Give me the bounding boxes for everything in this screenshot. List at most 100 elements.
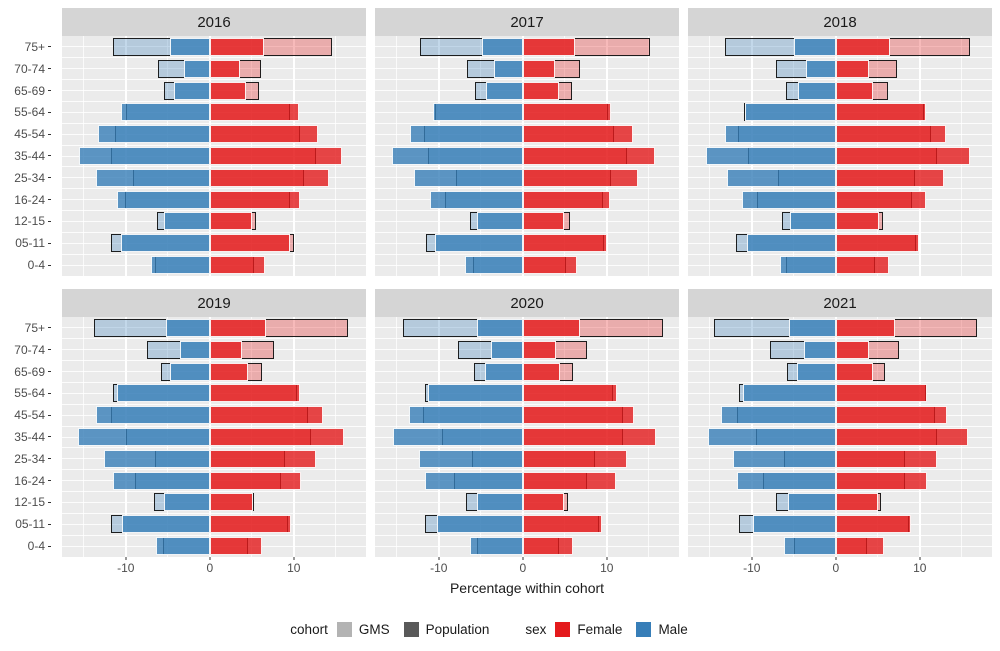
bar-female-population-35-44 <box>835 147 971 165</box>
bar-female-population-12-15 <box>835 212 879 231</box>
bar-female-population-12-15 <box>835 493 878 512</box>
bar-female-population-55-64 <box>835 384 928 403</box>
gridline-horizontal <box>62 122 366 124</box>
bar-female-population-16-24 <box>522 471 616 490</box>
bar-female-population-45-54 <box>835 406 947 425</box>
facet-strip-2017: 2017 <box>375 8 679 36</box>
bar-male-population-0-4 <box>469 537 523 556</box>
gridline-horizontal <box>375 210 679 212</box>
gridline-horizontal <box>375 144 679 146</box>
legend-sex-title: sex <box>525 621 547 637</box>
legend-swatch-population <box>403 621 419 637</box>
y-axis-label-row: 70-74 <box>0 339 53 361</box>
legend-label-female: Female <box>577 621 623 637</box>
bar-male-population-65-69 <box>485 362 523 381</box>
bar-female-population-05-11 <box>522 515 602 534</box>
bar-female-population-25-34 <box>209 168 330 187</box>
gridline-horizontal <box>375 360 679 362</box>
x-axis-tick-label: 10 <box>287 561 301 575</box>
bar-male-population-25-34 <box>413 168 523 187</box>
y-axis-label: 65-69 <box>14 364 45 379</box>
bar-male-population-05-11 <box>435 234 523 253</box>
bar-male-population-65-69 <box>797 362 836 381</box>
bar-female-population-12-15 <box>209 212 252 231</box>
gridline-horizontal <box>375 381 679 383</box>
bar-male-population-75+ <box>476 318 523 337</box>
bar-male-population-35-44 <box>78 147 210 165</box>
gridline-horizontal <box>62 360 366 362</box>
gridline-horizontal <box>62 79 366 81</box>
x-axis-2021: -10 0 10 <box>688 557 992 577</box>
bar-male-population-05-11 <box>437 515 523 534</box>
y-axis-tick <box>48 177 51 179</box>
y-axis-label-row: 25-34 <box>0 448 53 470</box>
bar-female-population-35-44 <box>522 147 655 165</box>
gridline-horizontal <box>62 144 366 146</box>
gridline-horizontal <box>688 166 992 168</box>
bar-male-population-16-24 <box>116 190 210 209</box>
x-axis-tick <box>835 557 837 560</box>
legend-label-population: Population <box>425 621 490 637</box>
legend-swatch-male <box>636 621 652 637</box>
bar-female-population-0-4 <box>835 256 889 275</box>
bar-male-population-12-15 <box>164 212 210 231</box>
panel-2020 <box>375 317 679 557</box>
y-axis-tick <box>48 155 51 157</box>
facet-strip-2016: 2016 <box>62 8 366 36</box>
y-axis-label-row: 35-44 <box>0 426 53 448</box>
bar-female-population-45-54 <box>209 406 324 425</box>
bar-male-population-35-44 <box>391 147 523 165</box>
bar-male-population-55-64 <box>745 103 836 122</box>
y-axis-label: 35-44 <box>14 148 45 163</box>
bar-female-population-16-24 <box>522 190 611 209</box>
y-axis-label-row: 12-15 <box>0 211 53 233</box>
y-axis-label-row: 0-4 <box>0 254 53 276</box>
y-axis-tick <box>48 199 51 201</box>
bar-female-population-75+ <box>522 37 575 56</box>
bar-female-population-70-74 <box>835 340 869 359</box>
y-axis-tick <box>48 458 51 460</box>
y-axis-label-row: 35-44 <box>0 145 53 167</box>
x-axis-title: Percentage within cohort <box>449 580 605 596</box>
legend-label-gms: GMS <box>358 621 390 637</box>
y-axis-tick <box>48 414 51 416</box>
y-axis-label-row: 55-64 <box>0 382 53 404</box>
y-axis-label: 65-69 <box>14 83 45 98</box>
bar-male-population-12-15 <box>477 212 523 231</box>
facet-strip-label: 2018 <box>823 13 857 31</box>
y-axis-label: 25-34 <box>14 170 45 185</box>
x-axis-tick-label: 0 <box>206 561 214 575</box>
legend-swatch-female <box>555 621 571 637</box>
bar-female-population-45-54 <box>835 125 946 144</box>
bar-male-population-65-69 <box>485 81 523 100</box>
bar-female-population-70-74 <box>522 340 556 359</box>
gridline-horizontal <box>375 338 679 340</box>
y-axis-label: 70-74 <box>14 342 45 357</box>
facet-strip-2018: 2018 <box>688 8 992 36</box>
y-axis-tick <box>48 523 51 525</box>
facet-strip-label: 2021 <box>823 294 857 312</box>
bar-male-population-25-34 <box>96 168 210 187</box>
gridline-horizontal <box>688 381 992 383</box>
y-axis-tick <box>48 90 51 92</box>
bar-female-population-35-44 <box>522 428 657 446</box>
y-axis-label: 45-54 <box>14 408 45 423</box>
bar-male-population-45-54 <box>410 125 523 144</box>
y-axis-label: 55-64 <box>14 105 45 120</box>
gridline-horizontal <box>62 469 366 471</box>
y-axis-tick <box>48 46 51 48</box>
gridline-horizontal <box>688 188 992 190</box>
bar-male-population-75+ <box>166 318 210 337</box>
y-axis-tick <box>48 133 51 135</box>
bar-female-population-05-11 <box>209 515 292 534</box>
bar-male-population-45-54 <box>95 406 210 425</box>
bar-male-population-65-69 <box>173 81 210 100</box>
bar-female-population-25-34 <box>522 168 638 187</box>
bar-male-population-25-34 <box>733 449 836 468</box>
bar-female-population-05-11 <box>835 234 919 253</box>
bar-female-population-55-64 <box>209 384 301 403</box>
y-axis-tick <box>48 349 51 351</box>
gridline-horizontal <box>688 144 992 146</box>
y-axis-label: 16-24 <box>14 473 45 488</box>
bar-female-population-45-54 <box>522 125 633 144</box>
